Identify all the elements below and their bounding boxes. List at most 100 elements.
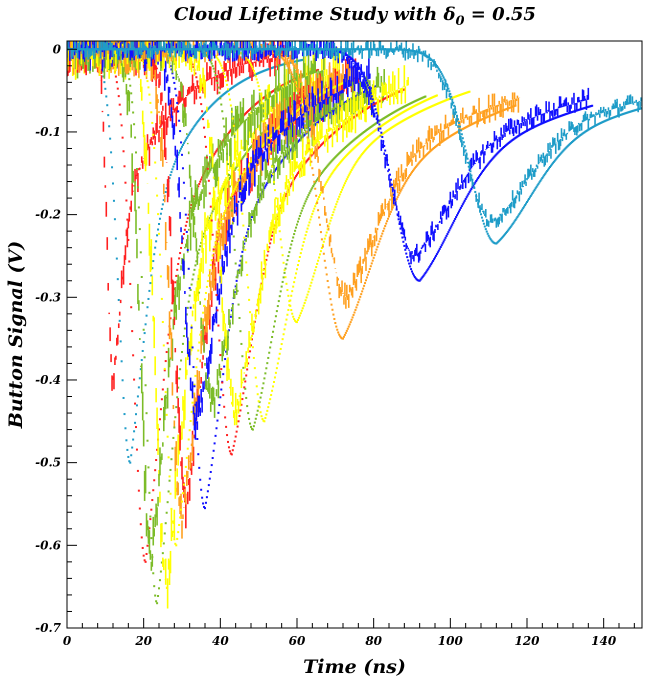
- data-point: [161, 388, 164, 391]
- data-point: [191, 127, 194, 130]
- data-point: [242, 172, 245, 175]
- data-point: [239, 160, 242, 163]
- data-point: [160, 398, 163, 401]
- data-point: [250, 338, 253, 341]
- data-point: [238, 118, 241, 121]
- data-point: [178, 257, 181, 260]
- data-point: [246, 405, 249, 408]
- data-point: [169, 317, 172, 320]
- data-point: [213, 205, 216, 208]
- data-point: [266, 139, 269, 142]
- data-point: [260, 133, 263, 136]
- data-point: [170, 309, 173, 312]
- data-point: [236, 289, 239, 292]
- data-point: [204, 168, 207, 171]
- data-point: [227, 93, 230, 96]
- data-point: [197, 252, 200, 255]
- data-point: [250, 334, 253, 337]
- data-point: [249, 161, 252, 164]
- data-point: [261, 144, 264, 147]
- data-point: [241, 157, 244, 160]
- data-point: [253, 421, 256, 424]
- data-point: [334, 167, 337, 170]
- data-point: [154, 161, 157, 164]
- data-point: [204, 53, 207, 56]
- data-point: [304, 234, 307, 237]
- data-point: [160, 297, 163, 300]
- data-point: [305, 198, 308, 201]
- data-point: [259, 396, 262, 399]
- data-point: [178, 523, 181, 526]
- data-point: [135, 168, 138, 171]
- data-point: [227, 440, 229, 443]
- data-point: [260, 146, 263, 149]
- data-point: [217, 86, 220, 89]
- data-point: [202, 113, 205, 116]
- data-point: [152, 133, 155, 136]
- data-point: [301, 244, 304, 247]
- data-point: [206, 55, 209, 58]
- data-point: [342, 157, 345, 160]
- data-point: [151, 499, 154, 502]
- data-point: [170, 171, 173, 174]
- data-point: [162, 542, 165, 545]
- data-point: [119, 340, 122, 343]
- data-point: [221, 381, 224, 384]
- data-point: [161, 321, 164, 324]
- data-point: [271, 133, 274, 136]
- data-point: [308, 156, 311, 159]
- data-point: [242, 392, 245, 395]
- data-point: [296, 173, 298, 176]
- data-point: [161, 203, 164, 206]
- data-point: [153, 585, 156, 588]
- data-point: [163, 532, 166, 535]
- data-point: [187, 133, 190, 136]
- data-point: [242, 156, 245, 159]
- data-point: [221, 67, 224, 70]
- data-point: [141, 60, 144, 63]
- data-point: [276, 215, 279, 218]
- data-point: [167, 333, 170, 336]
- data-point: [174, 542, 177, 545]
- data-point: [182, 335, 185, 338]
- data-point: [176, 101, 179, 104]
- data-point: [147, 297, 150, 300]
- data-point: [218, 339, 221, 342]
- data-point: [294, 276, 297, 279]
- data-point: [162, 378, 165, 381]
- data-point: [265, 183, 268, 186]
- data-point: [252, 425, 255, 428]
- data-point: [211, 254, 214, 257]
- data-point: [192, 392, 195, 395]
- data-point: [293, 178, 296, 181]
- data-point: [214, 73, 217, 76]
- data-point: [207, 107, 210, 110]
- data-point: [287, 255, 290, 258]
- data-point: [220, 103, 223, 106]
- data-point: [289, 247, 292, 250]
- data-point: [206, 490, 209, 493]
- data-point: [172, 76, 175, 79]
- data-point: [320, 171, 323, 174]
- data-point: [209, 60, 212, 63]
- data-point: [181, 351, 183, 354]
- data-point: [189, 420, 192, 423]
- data-point: [296, 140, 299, 143]
- data-point: [208, 217, 211, 220]
- data-point: [226, 181, 229, 184]
- data-point: [281, 338, 284, 341]
- data-point: [247, 149, 250, 152]
- data-point: [102, 75, 105, 78]
- data-point: [323, 168, 326, 171]
- data-point: [272, 330, 275, 333]
- data-point: [313, 151, 316, 154]
- data-point: [134, 136, 137, 139]
- data-point: [135, 448, 138, 451]
- data-point: [295, 175, 298, 178]
- data-point: [245, 167, 248, 170]
- data-point: [186, 447, 189, 450]
- data-point: [150, 508, 153, 511]
- data-point: [131, 330, 134, 333]
- data-point: [160, 561, 163, 564]
- data-point: [299, 212, 302, 215]
